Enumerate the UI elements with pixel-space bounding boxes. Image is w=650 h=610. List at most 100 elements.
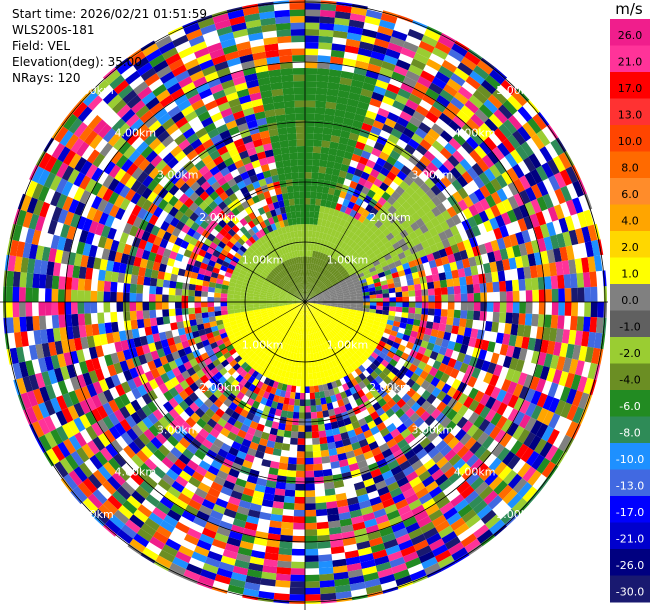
velocity-bin <box>443 263 452 273</box>
velocity-bin <box>305 16 320 23</box>
velocity-bin <box>268 467 279 476</box>
velocity-bin <box>344 45 360 54</box>
velocity-bin <box>261 260 269 268</box>
velocity-bin <box>468 94 484 109</box>
velocity-bin <box>255 283 263 288</box>
velocity-bin <box>133 437 146 450</box>
velocity-bin <box>251 217 260 226</box>
velocity-bin <box>355 340 363 347</box>
velocity-bin <box>279 541 293 549</box>
velocity-bin <box>299 307 303 314</box>
velocity-bin <box>483 168 496 182</box>
velocity-bin <box>405 407 416 418</box>
velocity-bin <box>131 167 144 180</box>
velocity-bin <box>476 60 494 75</box>
velocity-bin <box>206 418 218 429</box>
velocity-bin <box>274 374 281 383</box>
velocity-bin <box>226 219 236 229</box>
velocity-bin <box>208 384 218 394</box>
velocity-bin <box>436 390 447 402</box>
velocity-bin <box>31 183 44 200</box>
velocity-bin <box>435 353 445 363</box>
velocity-bin <box>312 286 318 292</box>
velocity-bin <box>411 87 426 100</box>
velocity-bin <box>190 412 201 423</box>
velocity-bin <box>64 289 72 302</box>
velocity-bin <box>148 214 159 226</box>
velocity-bin <box>459 249 469 260</box>
velocity-bin <box>363 144 374 154</box>
velocity-bin <box>274 266 281 273</box>
velocity-bin <box>299 405 305 413</box>
velocity-bin <box>385 186 395 196</box>
velocity-bin <box>236 450 247 460</box>
velocity-bin <box>539 223 550 239</box>
velocity-bin <box>493 227 503 240</box>
velocity-bin <box>504 323 512 335</box>
velocity-bin <box>108 178 120 192</box>
velocity-bin <box>565 199 577 216</box>
velocity-bin <box>133 533 150 548</box>
velocity-bin <box>60 223 71 239</box>
velocity-bin <box>581 226 592 243</box>
velocity-bin <box>311 302 318 304</box>
velocity-bin <box>56 425 69 442</box>
velocity-bin <box>371 446 382 457</box>
velocity-bin <box>326 160 335 169</box>
velocity-bin <box>270 316 277 322</box>
velocity-bin <box>201 312 209 319</box>
velocity-bin <box>473 201 485 214</box>
velocity-bin <box>229 320 237 327</box>
velocity-bin <box>470 265 479 276</box>
velocity-bin <box>348 502 361 512</box>
velocity-bin <box>300 373 305 381</box>
velocity-bin <box>276 332 283 339</box>
velocity-bin <box>325 362 331 370</box>
velocity-bin <box>236 553 251 563</box>
velocity-bin <box>402 76 418 88</box>
velocity-bin <box>417 249 427 258</box>
velocity-bin <box>335 217 342 225</box>
velocity-bin <box>296 327 300 334</box>
velocity-bin <box>284 275 290 282</box>
velocity-bin <box>175 253 184 262</box>
velocity-bin <box>239 217 248 227</box>
velocity-bin <box>309 313 313 321</box>
velocity-bin <box>321 311 328 317</box>
velocity-bin <box>309 283 312 290</box>
velocity-bin <box>273 307 280 311</box>
velocity-bin <box>125 358 136 370</box>
velocity-bin <box>301 289 304 296</box>
velocity-bin <box>530 390 542 406</box>
velocity-bin <box>248 266 256 273</box>
velocity-bin <box>345 246 353 254</box>
velocity-bin <box>232 565 249 576</box>
velocity-bin <box>210 325 219 333</box>
velocity-bin <box>305 223 310 231</box>
velocity-bin <box>334 365 341 374</box>
velocity-bin <box>306 289 308 296</box>
velocity-bin <box>383 253 392 261</box>
velocity-bin <box>82 477 98 494</box>
velocity-bin <box>175 475 189 488</box>
velocity-bin <box>411 392 422 402</box>
velocity-bin <box>226 267 234 274</box>
velocity-bin <box>177 364 187 374</box>
velocity-bin <box>332 565 348 574</box>
velocity-bin <box>559 246 569 262</box>
velocity-bin <box>140 445 154 459</box>
velocity-bin <box>299 283 302 290</box>
velocity-bin <box>326 316 333 322</box>
velocity-bin <box>142 547 159 561</box>
velocity-bin <box>143 428 156 442</box>
velocity-bin <box>397 251 406 260</box>
velocity-bin <box>194 545 210 557</box>
velocity-bin <box>305 366 309 374</box>
velocity-bin <box>369 294 377 299</box>
velocity-bin <box>297 444 305 452</box>
velocity-bin <box>332 328 339 335</box>
velocity-bin <box>169 250 178 260</box>
velocity-bin <box>245 272 253 279</box>
velocity-bin <box>323 247 329 255</box>
velocity-bin <box>387 42 403 54</box>
